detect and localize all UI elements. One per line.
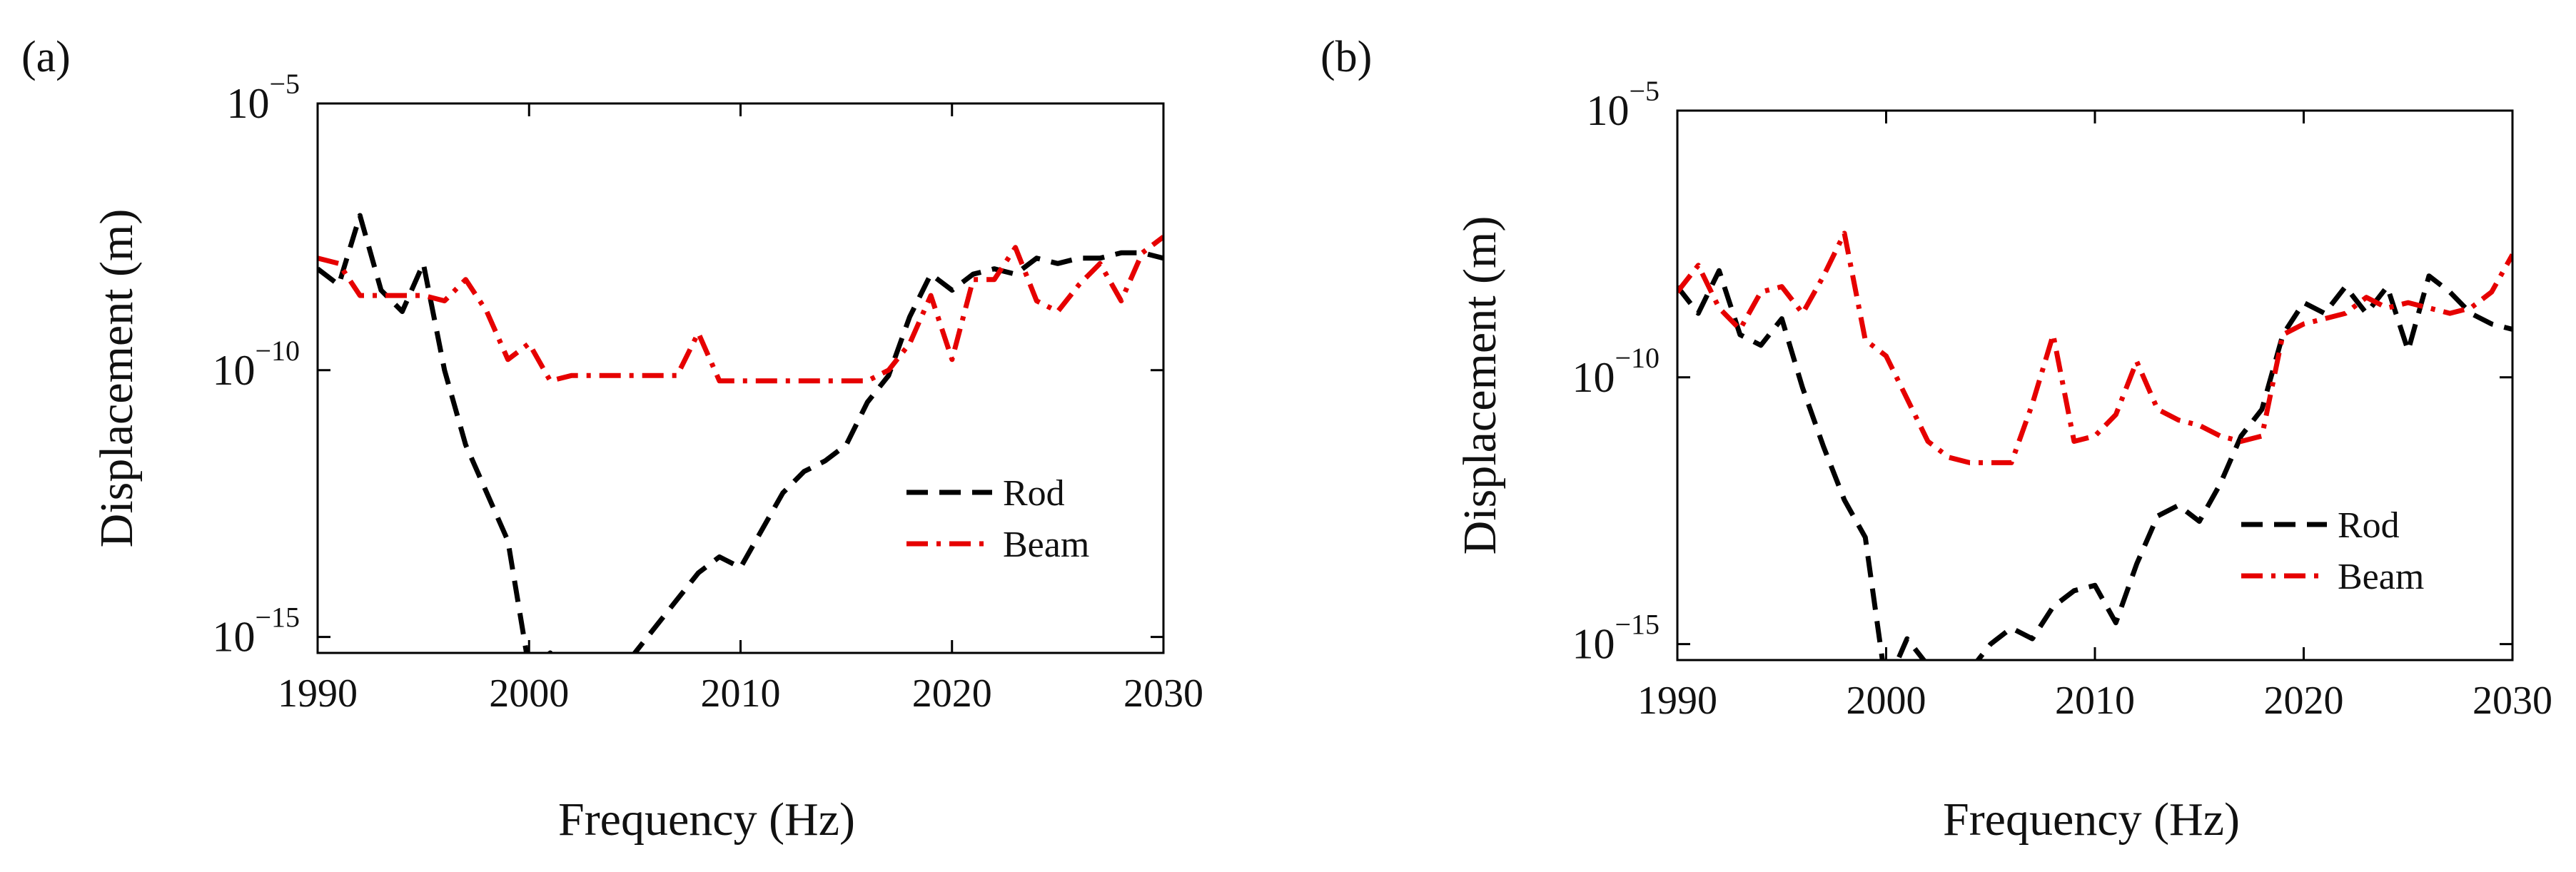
x-tick-label: 2020 [2264,679,2344,723]
y-tick-base: 10 [212,614,255,661]
legend: Rod Beam [906,473,1089,565]
y-tick-label: 10−15 [212,602,300,661]
legend-label-rod: Rod [2338,505,2400,546]
series-line-rod [318,213,1163,653]
legend: Rod Beam [2241,505,2424,597]
y-tick-base: 10 [1572,621,1615,668]
y-tick-exponent: −10 [1615,342,1660,374]
legend-label-beam: Beam [1003,524,1089,565]
series-line-beam [1677,230,2512,465]
y-tick-exponent: −15 [255,602,300,634]
chart-panel-b: (b)1990 2000 2010 2020 203010−510−1010−15Fre… [1320,33,2552,846]
y-tick-exponent: −5 [1629,75,1660,107]
y-axis-label: Displacement (m) [1454,216,1506,555]
y-tick-label: 10−10 [1572,342,1660,401]
y-tick-exponent: −5 [269,68,300,100]
x-tick-label: 2030 [2473,679,2552,723]
x-tick-label: 2000 [1847,679,1926,723]
legend-label-beam: Beam [2338,557,2424,597]
panel-label: (b) [1320,33,1372,81]
y-tick-label: 10−5 [1586,75,1660,134]
y-axis-label: Displacement (m) [91,209,143,548]
x-axis-label: Frequency (Hz) [1943,794,2240,846]
y-tick-label: 10−10 [212,335,300,394]
y-tick-base: 10 [1586,87,1629,134]
legend-label-rod: Rod [1003,473,1065,514]
y-tick-label: 10−15 [1572,609,1660,668]
chart-panel-a: (a)1990 2000 2010 2020 203010−510−1010−15Fre… [21,33,1203,846]
x-tick-label: 2020 [912,671,992,716]
x-tick-label: 2010 [2055,679,2135,723]
x-axis-label: Frequency (Hz) [558,794,855,846]
x-tick-label: 1990 [278,671,358,716]
y-tick-base: 10 [226,80,269,127]
y-tick-exponent: −10 [255,335,300,367]
x-tick-label: 2010 [701,671,781,716]
y-tick-exponent: −15 [1615,609,1660,641]
panel-label: (a) [21,33,71,81]
x-tick-label: 2030 [1123,671,1203,716]
x-tick-label: 1990 [1637,679,1717,723]
series-line-rod [1677,268,2512,660]
y-tick-label: 10−5 [226,68,300,127]
y-tick-base: 10 [1572,354,1615,401]
x-tick-label: 2000 [489,671,569,716]
y-tick-base: 10 [212,347,255,394]
